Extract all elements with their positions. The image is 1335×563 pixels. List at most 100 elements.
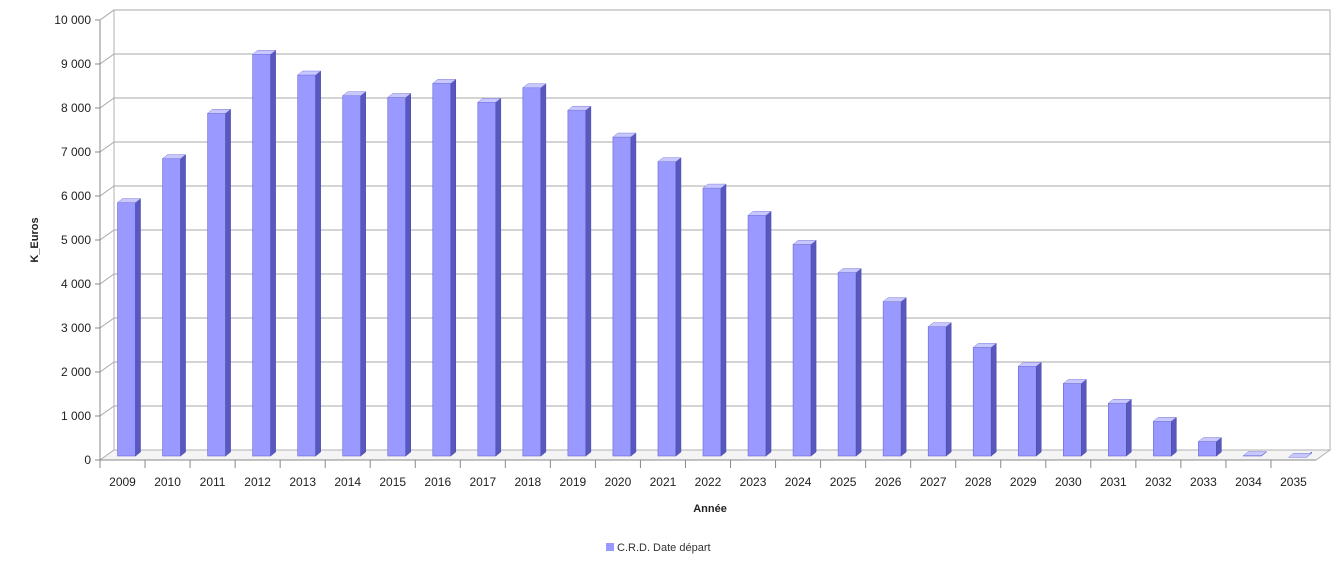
- y-tick-label: 2 000: [61, 365, 91, 379]
- x-tick-label: 2009: [109, 475, 136, 489]
- bar-side-face: [1036, 362, 1041, 456]
- bar-front-face: [748, 215, 766, 456]
- bar-side-face: [811, 240, 816, 456]
- x-tick-label: 2026: [875, 475, 902, 489]
- bar-front-face: [658, 162, 676, 456]
- y-tick-label: 9 000: [61, 57, 91, 71]
- x-tick-label: 2029: [1010, 475, 1037, 489]
- bar-front-face: [433, 83, 451, 456]
- bar: [433, 79, 456, 456]
- bar: [343, 92, 366, 456]
- bar-side-face: [586, 106, 591, 456]
- bar-front-face: [928, 327, 946, 456]
- bar-front-face: [703, 188, 721, 456]
- x-tick-label: 2032: [1145, 475, 1172, 489]
- bar-side-face: [541, 84, 546, 456]
- bar-side-face: [766, 211, 771, 456]
- bar: [298, 71, 321, 456]
- bar-side-face: [721, 184, 726, 456]
- bar-side-face: [451, 79, 456, 456]
- bar: [523, 84, 546, 456]
- x-tick-label: 2010: [154, 475, 181, 489]
- x-tick-label: 2023: [740, 475, 767, 489]
- bar-side-face: [406, 93, 411, 456]
- bar: [1153, 417, 1176, 456]
- bar-front-face: [973, 347, 991, 456]
- bar-side-face: [856, 269, 861, 456]
- bar: [568, 106, 591, 456]
- bar-front-face: [208, 113, 226, 456]
- bar-front-face: [883, 302, 901, 456]
- bar-front-face: [298, 75, 316, 456]
- bar-side-face: [1171, 417, 1176, 456]
- y-tick-label: 1 000: [61, 409, 91, 423]
- bar-front-face: [838, 273, 856, 456]
- bar-front-face: [523, 88, 541, 456]
- bar-side-face: [226, 109, 231, 456]
- x-axis-title: Année: [693, 503, 727, 515]
- bar-side-face: [676, 158, 681, 456]
- bar-front-face: [388, 97, 406, 456]
- y-tick-label: 10 000: [54, 13, 91, 27]
- bar-front-face: [253, 54, 271, 456]
- y-axis-title: K_Euros: [29, 217, 41, 262]
- bar-side-face: [316, 71, 321, 456]
- bar: [703, 184, 726, 456]
- x-tick-label: 2025: [830, 475, 857, 489]
- bar-side-face: [1126, 399, 1131, 456]
- y-tick-label: 6 000: [61, 189, 91, 203]
- x-tick-label: 2028: [965, 475, 992, 489]
- bar-side-face: [271, 50, 276, 456]
- bar-side-face: [181, 155, 186, 456]
- y-axis-top-edge: [100, 10, 114, 20]
- bar-front-face: [1153, 421, 1171, 456]
- x-tick-label: 2031: [1100, 475, 1127, 489]
- bar-front-face: [1108, 403, 1126, 456]
- bar-front-face: [343, 96, 361, 456]
- x-tick-label: 2015: [379, 475, 406, 489]
- x-tick-label: 2019: [560, 475, 587, 489]
- bar: [1198, 438, 1221, 456]
- x-tick-label: 2021: [650, 475, 677, 489]
- x-tick-label: 2017: [469, 475, 496, 489]
- x-tick-label: 2016: [424, 475, 451, 489]
- bar-front-face: [613, 137, 631, 456]
- x-tick-label: 2030: [1055, 475, 1082, 489]
- bar: [208, 109, 231, 456]
- bar-side-face: [991, 343, 996, 456]
- bar: [163, 155, 186, 456]
- bar: [253, 50, 276, 456]
- bar-side-face: [946, 323, 951, 456]
- bar-side-face: [1081, 379, 1086, 456]
- bar-side-face: [361, 92, 366, 456]
- x-tick-label: 2020: [605, 475, 632, 489]
- bar: [658, 158, 681, 456]
- x-tick-label: 2027: [920, 475, 947, 489]
- bar-front-face: [1018, 366, 1036, 456]
- bar-side-face: [496, 98, 501, 456]
- bar: [613, 133, 636, 456]
- bar-front-face: [568, 110, 586, 456]
- x-tick-label: 2033: [1190, 475, 1217, 489]
- x-tick-label: 2024: [785, 475, 812, 489]
- y-tick-label: 4 000: [61, 277, 91, 291]
- bar: [1018, 362, 1041, 456]
- y-tick-label: 5 000: [61, 233, 91, 247]
- bar: [1108, 399, 1131, 456]
- bar-side-face: [901, 298, 906, 456]
- bar-front-face: [793, 244, 811, 456]
- x-tick-label: 2013: [289, 475, 316, 489]
- y-tick-label: 7 000: [61, 145, 91, 159]
- legend-label: C.R.D. Date départ: [617, 542, 711, 554]
- x-tick-label: 2014: [334, 475, 361, 489]
- bar: [1063, 379, 1086, 456]
- y-tick-label: 3 000: [61, 321, 91, 335]
- bar: [973, 343, 996, 456]
- bar: [928, 323, 951, 456]
- bar-front-face: [1063, 383, 1081, 456]
- x-tick-label: 2012: [244, 475, 271, 489]
- x-tick-label: 2035: [1280, 475, 1307, 489]
- bar-front-face: [1198, 442, 1216, 456]
- bar: [883, 298, 906, 456]
